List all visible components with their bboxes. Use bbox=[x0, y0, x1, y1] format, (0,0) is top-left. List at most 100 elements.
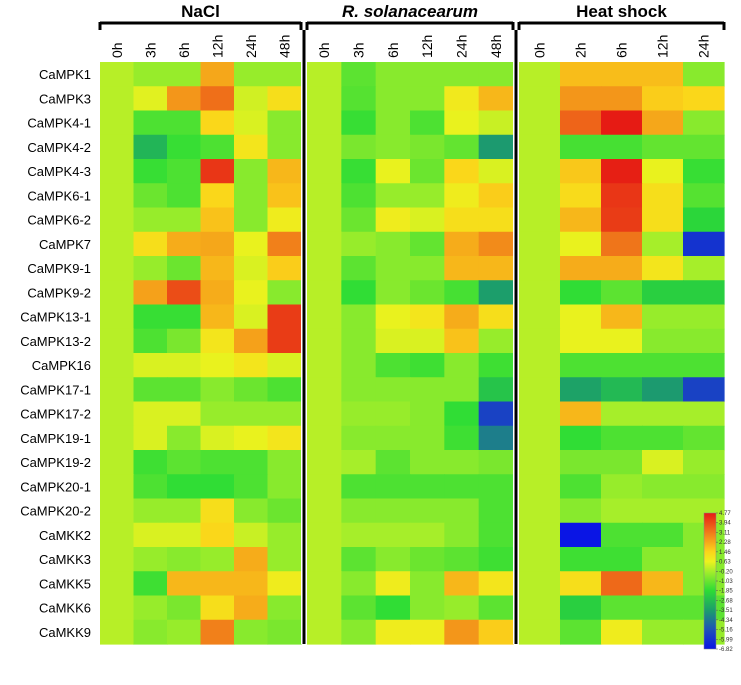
heatmap-cell bbox=[642, 377, 684, 403]
heatmap-cell bbox=[100, 110, 135, 136]
legend-label: -0.20 bbox=[719, 569, 733, 575]
row-label: CaMPK1 bbox=[39, 67, 91, 82]
heatmap-cell bbox=[560, 86, 602, 112]
heatmap-cell bbox=[601, 425, 643, 451]
heatmap-cell bbox=[478, 571, 514, 597]
column-labels: 0h 3h 6h 12h 24h 48h 0h 3h 6h 12h 24h 48h 0h 2h 6h 12h 2… bbox=[109, 35, 712, 58]
column-label: 6h bbox=[176, 42, 192, 58]
row-label: CaMPK16 bbox=[32, 358, 91, 373]
heatmap-cell bbox=[410, 377, 445, 403]
heatmap-cell bbox=[683, 328, 725, 354]
heatmap-cell bbox=[167, 134, 202, 160]
heatmap-cell bbox=[234, 231, 269, 257]
heatmap-cell bbox=[234, 377, 269, 403]
heatmap-cell bbox=[519, 425, 561, 451]
heatmap-cell bbox=[200, 522, 235, 548]
heatmap-cell bbox=[601, 401, 643, 427]
heatmap-cell bbox=[200, 474, 235, 500]
heatmap-cell bbox=[478, 474, 514, 500]
heatmap-cell bbox=[601, 231, 643, 257]
heatmap-cell bbox=[307, 522, 342, 548]
heatmap-cell bbox=[410, 401, 445, 427]
heatmap-cell bbox=[341, 159, 377, 184]
heatmap-cell bbox=[519, 595, 561, 621]
heatmap-cell bbox=[234, 207, 269, 233]
legend-label: -5.16 bbox=[719, 628, 733, 634]
heatmap-cell bbox=[683, 159, 725, 184]
heatmap-cell bbox=[560, 304, 602, 330]
heatmap-cell bbox=[100, 450, 135, 475]
heatmap-cell bbox=[444, 231, 480, 257]
heatmap-cell bbox=[375, 231, 411, 257]
group-title: Heat shock bbox=[576, 2, 667, 21]
heatmap-cell bbox=[560, 207, 602, 233]
heatmap-cell bbox=[601, 377, 643, 403]
heatmap-cell bbox=[519, 377, 561, 403]
heatmap-cell bbox=[478, 619, 514, 645]
heatmap-cell bbox=[375, 183, 411, 209]
row-label: CaMPK13-1 bbox=[20, 310, 91, 325]
heatmap-cell bbox=[234, 450, 269, 475]
heatmap-cell bbox=[234, 353, 269, 378]
heatmap-cell bbox=[167, 450, 202, 475]
heatmap-cell bbox=[267, 159, 302, 184]
heatmap-cell bbox=[100, 304, 135, 330]
heatmap-cell bbox=[234, 62, 269, 87]
heatmap-cell bbox=[375, 425, 411, 451]
heatmap-cell bbox=[478, 159, 514, 184]
heatmap-cell bbox=[341, 619, 377, 645]
heatmap-cell bbox=[234, 522, 269, 548]
heatmap-cell bbox=[234, 110, 269, 136]
heatmap-cell bbox=[410, 353, 445, 378]
heatmap-cell bbox=[410, 280, 445, 306]
heatmap-cell bbox=[341, 62, 377, 87]
heatmap-cell bbox=[560, 62, 602, 87]
column-label: 24h bbox=[696, 35, 712, 58]
row-label: CaMPK17-1 bbox=[20, 382, 91, 397]
heatmap-cell bbox=[410, 328, 445, 354]
heatmap-cell bbox=[642, 547, 684, 572]
heatmap-cell bbox=[100, 353, 135, 378]
row-label: CaMPK6-2 bbox=[27, 213, 91, 228]
heatmap-cell bbox=[375, 207, 411, 233]
heatmap-cell bbox=[642, 304, 684, 330]
heatmap-cell bbox=[307, 110, 342, 136]
heatmap-cell bbox=[167, 304, 202, 330]
heatmap-cell bbox=[683, 110, 725, 136]
heatmap-cell bbox=[683, 474, 725, 500]
heatmap-cell bbox=[519, 183, 561, 209]
column-label: 0h bbox=[532, 42, 548, 58]
heatmap-cell bbox=[519, 401, 561, 427]
heatmap-cell bbox=[234, 474, 269, 500]
legend-label: -4.34 bbox=[719, 618, 733, 624]
heatmap-cell bbox=[601, 207, 643, 233]
heatmap-cell bbox=[478, 183, 514, 209]
heatmap-cell bbox=[200, 280, 235, 306]
heatmap-cell bbox=[642, 522, 684, 548]
heatmap-cell bbox=[683, 231, 725, 257]
legend-label: -1.85 bbox=[719, 589, 733, 595]
heatmap-cell bbox=[200, 619, 235, 645]
heatmap-cell bbox=[341, 110, 377, 136]
heatmap-cell bbox=[200, 110, 235, 136]
heatmap-cell bbox=[683, 207, 725, 233]
heatmap-cell bbox=[133, 522, 168, 548]
heatmap-cell bbox=[642, 498, 684, 524]
heatmap-cell bbox=[601, 547, 643, 572]
heatmap-cell bbox=[267, 425, 302, 451]
heatmap-cell bbox=[642, 328, 684, 354]
heatmap-cell bbox=[100, 547, 135, 572]
heatmap-cell bbox=[410, 571, 445, 597]
heatmap-cell bbox=[642, 110, 684, 136]
heatmap-cell bbox=[444, 619, 480, 645]
heatmap-cell bbox=[519, 86, 561, 112]
heatmap-cell bbox=[133, 595, 168, 621]
heatmap-cell bbox=[410, 522, 445, 548]
heatmap-cell bbox=[341, 498, 377, 524]
heatmap-cell bbox=[560, 377, 602, 403]
heatmap-cell bbox=[133, 401, 168, 427]
heatmap-cell bbox=[167, 498, 202, 524]
heatmap-cell bbox=[519, 159, 561, 184]
heatmap-cell bbox=[410, 425, 445, 451]
heatmap-cell bbox=[234, 547, 269, 572]
